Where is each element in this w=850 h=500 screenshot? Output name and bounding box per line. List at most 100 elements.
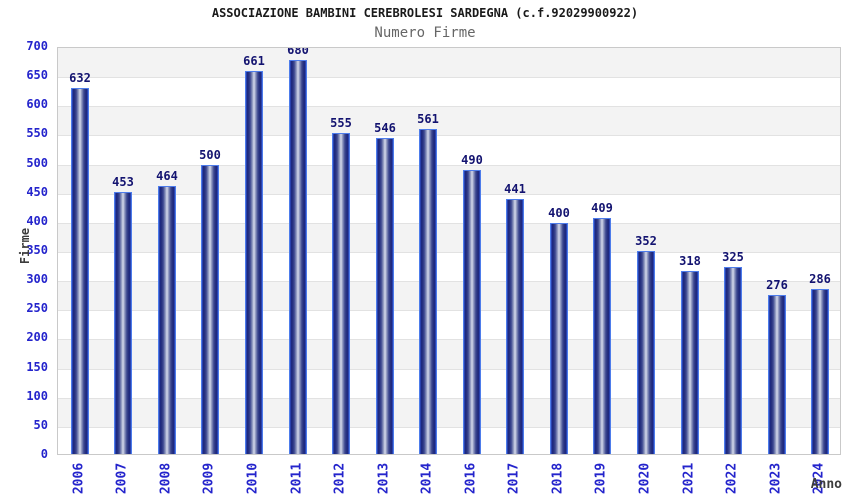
x-tick-2016: 2016 — [463, 462, 479, 495]
bar-value-label: 632 — [69, 71, 91, 85]
bar-value-label: 561 — [417, 112, 439, 126]
grid-band — [58, 368, 840, 398]
gridline — [58, 339, 840, 341]
grid-band — [58, 252, 840, 282]
chart-title: ASSOCIAZIONE BAMBINI CEREBROLESI SARDEGN… — [211, 6, 639, 20]
x-tick-2006: 2006 — [71, 462, 87, 495]
y-tick-400: 400 — [26, 214, 48, 228]
y-tick-550: 550 — [26, 126, 48, 140]
y-tick-300: 300 — [26, 272, 48, 286]
gridline — [58, 426, 840, 428]
y-tick-150: 150 — [26, 360, 48, 374]
x-tick-2008: 2008 — [158, 462, 174, 495]
bar-value-label: 546 — [374, 121, 396, 135]
grid-band — [58, 397, 840, 427]
bar-2006 — [71, 88, 89, 454]
bar-2009 — [201, 165, 219, 454]
grid-band — [58, 48, 840, 78]
bar-2022 — [724, 267, 742, 454]
bar-2021 — [681, 271, 699, 454]
bar-value-label: 325 — [722, 250, 744, 264]
x-tick-2009: 2009 — [201, 462, 217, 495]
bar-value-label: 490 — [461, 153, 483, 167]
grid-band — [58, 135, 840, 165]
grid-band — [58, 193, 840, 223]
bar-value-label: 276 — [766, 278, 788, 292]
bar-value-label: 352 — [635, 234, 657, 248]
x-tick-2011: 2011 — [289, 462, 305, 495]
grid-band — [58, 106, 840, 136]
y-tick-250: 250 — [26, 301, 48, 315]
bar-2011 — [289, 60, 307, 454]
bar-2014 — [419, 129, 437, 454]
bar-value-label: 453 — [112, 175, 134, 189]
bar-2008 — [158, 186, 176, 454]
y-tick-200: 200 — [26, 330, 48, 344]
grid-band — [58, 222, 840, 252]
bar-2013 — [376, 138, 394, 454]
bar-value-label: 286 — [809, 272, 831, 286]
x-tick-2014: 2014 — [419, 462, 435, 495]
bar-2024 — [811, 289, 829, 454]
grid-band — [58, 281, 840, 311]
bar-value-label: 409 — [591, 201, 613, 215]
x-tick-2018: 2018 — [550, 462, 566, 495]
y-tick-100: 100 — [26, 389, 48, 403]
x-axis-title: Anno — [810, 477, 842, 492]
gridline — [58, 193, 840, 195]
bar-value-label: 555 — [330, 116, 352, 130]
bar-value-label: 400 — [548, 206, 570, 220]
x-tick-2019: 2019 — [593, 462, 609, 495]
grid-band — [58, 426, 840, 454]
bar-2017 — [506, 199, 524, 454]
gridline — [58, 222, 840, 224]
y-tick-500: 500 — [26, 156, 48, 170]
grid-band — [58, 310, 840, 340]
bar-2016 — [463, 170, 481, 454]
grid-band — [58, 164, 840, 194]
bar-value-label: 441 — [504, 182, 526, 196]
bar-2023 — [768, 295, 786, 454]
y-tick-600: 600 — [26, 97, 48, 111]
bar-value-label: 661 — [243, 54, 265, 68]
x-tick-2023: 2023 — [768, 462, 784, 495]
bar-value-label: 318 — [679, 254, 701, 268]
x-tick-2010: 2010 — [245, 462, 261, 495]
plot-area: 632 453 464 500 661 680 555 546 561 490 441 400 409 3… — [57, 47, 841, 455]
x-tick-2013: 2013 — [376, 462, 392, 495]
x-tick-2012: 2012 — [332, 462, 348, 495]
gridline — [58, 164, 840, 166]
y-tick-700: 700 — [26, 39, 48, 53]
y-tick-450: 450 — [26, 185, 48, 199]
grid-band — [58, 77, 840, 107]
y-tick-0: 0 — [40, 447, 48, 461]
x-tick-2021: 2021 — [681, 462, 697, 495]
gridline — [58, 135, 840, 137]
x-tick-2022: 2022 — [724, 462, 740, 495]
y-axis-title: Firme — [18, 227, 32, 265]
gridline — [58, 397, 840, 399]
bar-value-label: 500 — [199, 148, 221, 162]
bar-value-label: 464 — [156, 169, 178, 183]
x-tick-2017: 2017 — [506, 462, 522, 495]
y-tick-50: 50 — [33, 418, 48, 432]
grid-band — [58, 339, 840, 369]
bar-2018 — [550, 223, 568, 454]
gridline — [58, 77, 840, 79]
x-tick-2007: 2007 — [114, 462, 130, 495]
chart-subtitle: Numero Firme — [374, 25, 476, 41]
gridline — [58, 252, 840, 253]
bar-2012 — [332, 133, 350, 454]
x-tick-2020: 2020 — [637, 462, 653, 495]
bar-2007 — [114, 192, 132, 454]
gridline — [58, 310, 840, 312]
bar-2010 — [245, 71, 263, 454]
bar-value-label: 680 — [287, 47, 309, 57]
bar-2020 — [637, 251, 655, 454]
gridline — [58, 106, 840, 108]
gridline — [58, 368, 840, 370]
bar-2019 — [593, 218, 611, 454]
y-tick-350: 350 — [26, 243, 48, 257]
gridline — [58, 281, 840, 283]
